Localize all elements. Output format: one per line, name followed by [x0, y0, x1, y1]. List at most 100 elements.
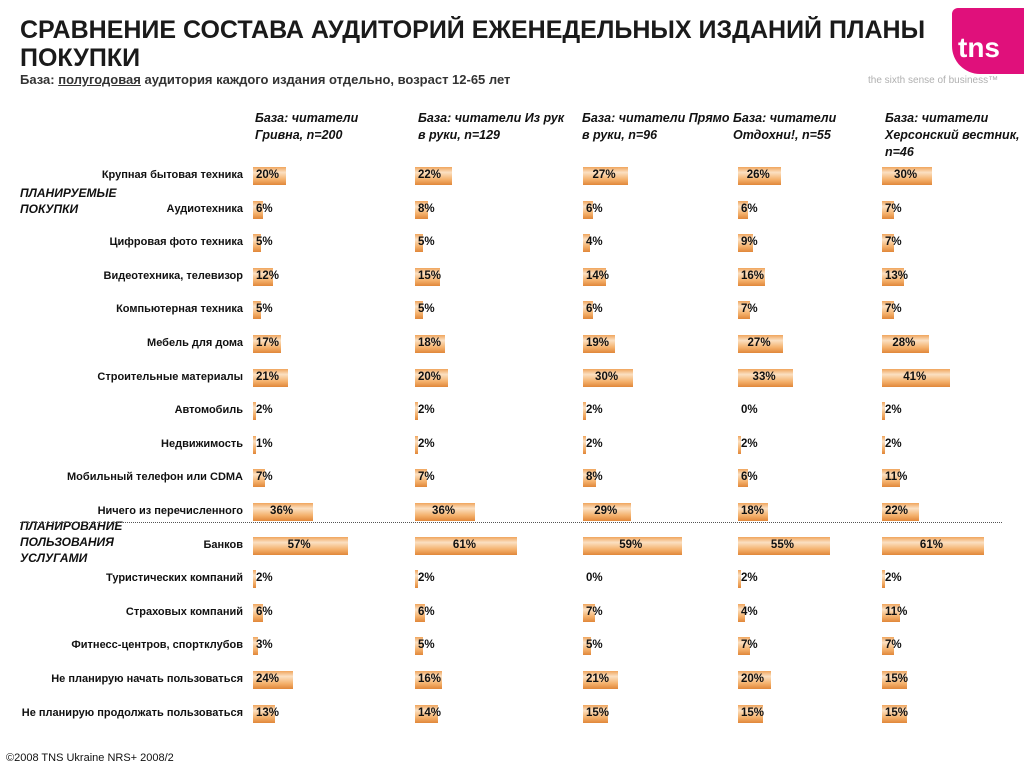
value-label: 20%	[418, 370, 442, 383]
bar	[253, 200, 264, 219]
value-label: 5%	[418, 303, 435, 316]
bar	[415, 503, 476, 521]
value-label: 7%	[741, 303, 758, 316]
logo-tagline: the sixth sense of business™	[868, 75, 999, 86]
value-label: 57%	[287, 538, 311, 551]
value-label: 2%	[586, 404, 603, 417]
subtitle-prefix: База:	[20, 72, 55, 87]
bar	[415, 570, 419, 589]
bar	[882, 402, 886, 421]
value-label: 11%	[885, 471, 908, 484]
bar	[738, 469, 749, 488]
value-label: 4%	[586, 236, 603, 249]
bar	[253, 402, 257, 421]
value-label: 6%	[741, 202, 758, 215]
bar	[738, 267, 765, 286]
value-label: 3%	[256, 639, 273, 652]
bar	[882, 368, 951, 387]
bar	[253, 234, 262, 253]
bar	[415, 234, 424, 253]
subtitle-suffix: аудитория каждого издания отдельно, возр…	[144, 72, 511, 87]
row-label: Не планирую продолжать пользоваться	[21, 706, 243, 719]
value-label: 2%	[256, 572, 273, 585]
row-label: Мобильный телефон или CDMA	[67, 471, 243, 484]
value-label: 15%	[885, 673, 909, 685]
bar	[253, 301, 262, 320]
bar	[882, 234, 894, 253]
bar	[583, 704, 609, 723]
column-header: База: читатели Гривна, n=200	[255, 111, 359, 142]
bar	[415, 469, 427, 488]
value-label: 0%	[586, 572, 603, 585]
bar	[882, 671, 908, 689]
row-label: Компьютерная техника	[116, 303, 243, 316]
bar	[253, 536, 349, 555]
bar	[253, 570, 257, 589]
value-label: 7%	[586, 605, 603, 618]
column-header: База: читатели Прямо в руки, n=96	[582, 111, 730, 142]
bar	[738, 335, 784, 353]
value-label: 30%	[894, 169, 918, 181]
value-label: 18%	[418, 337, 442, 349]
value-label: 12%	[256, 269, 280, 282]
value-label: 41%	[903, 370, 927, 383]
value-label: 2%	[418, 404, 435, 417]
bar	[738, 603, 745, 622]
value-label: 9%	[741, 236, 758, 249]
value-label: 2%	[741, 437, 758, 450]
value-label: 0%	[741, 404, 758, 417]
row-label: Недвижимость	[161, 437, 243, 450]
value-label: 7%	[741, 639, 758, 652]
bar	[738, 637, 750, 656]
bar	[583, 234, 590, 253]
bar	[882, 200, 894, 219]
bar	[738, 234, 754, 253]
bar	[738, 536, 830, 555]
value-label: 7%	[418, 471, 435, 484]
value-label: 7%	[256, 471, 273, 484]
bar	[583, 267, 607, 286]
row-label: Аудиотехника	[166, 202, 243, 215]
bar	[415, 167, 452, 185]
value-label: 55%	[770, 538, 794, 551]
bar	[415, 301, 424, 320]
value-label: 16%	[418, 673, 442, 685]
value-label: 7%	[885, 639, 902, 652]
bar	[738, 671, 772, 689]
value-label: 6%	[586, 303, 603, 316]
bar	[583, 503, 632, 521]
bar	[415, 368, 449, 387]
value-label: 2%	[885, 404, 902, 417]
bar	[253, 469, 265, 488]
value-label: 2%	[586, 437, 603, 450]
value-label: 13%	[885, 269, 909, 282]
value-label: 6%	[256, 202, 273, 215]
value-label: 26%	[746, 169, 770, 181]
value-label: 36%	[270, 505, 294, 517]
value-label: 5%	[256, 303, 273, 316]
value-label: 6%	[418, 605, 435, 618]
section-label-services: ПЛАНИРОВАНИЕ ПОЛЬЗОВАНИЯ УСЛУГАМИ	[20, 519, 123, 565]
column-header: База: читатели Херсонский вестник, n=46	[885, 111, 1020, 159]
value-label: 5%	[256, 236, 273, 249]
bar	[583, 469, 597, 488]
bar	[882, 435, 886, 454]
row-label: Страховых компаний	[125, 605, 243, 618]
value-label: 21%	[256, 370, 280, 383]
bar	[583, 368, 634, 387]
bar	[253, 704, 275, 723]
value-label: 2%	[885, 572, 902, 585]
bar	[415, 704, 439, 723]
value-label: 24%	[256, 673, 280, 685]
row-label: Строительные материалы	[97, 370, 243, 383]
bar	[882, 301, 894, 320]
value-label: 7%	[885, 303, 902, 316]
bar	[415, 402, 419, 421]
value-label: 6%	[256, 605, 273, 618]
bar	[738, 435, 742, 454]
bar	[882, 603, 901, 622]
value-label: 4%	[741, 605, 758, 618]
bar	[583, 167, 629, 185]
column-header: База: читатели Из рук в руки, n=129	[418, 111, 565, 142]
bar	[882, 335, 929, 353]
